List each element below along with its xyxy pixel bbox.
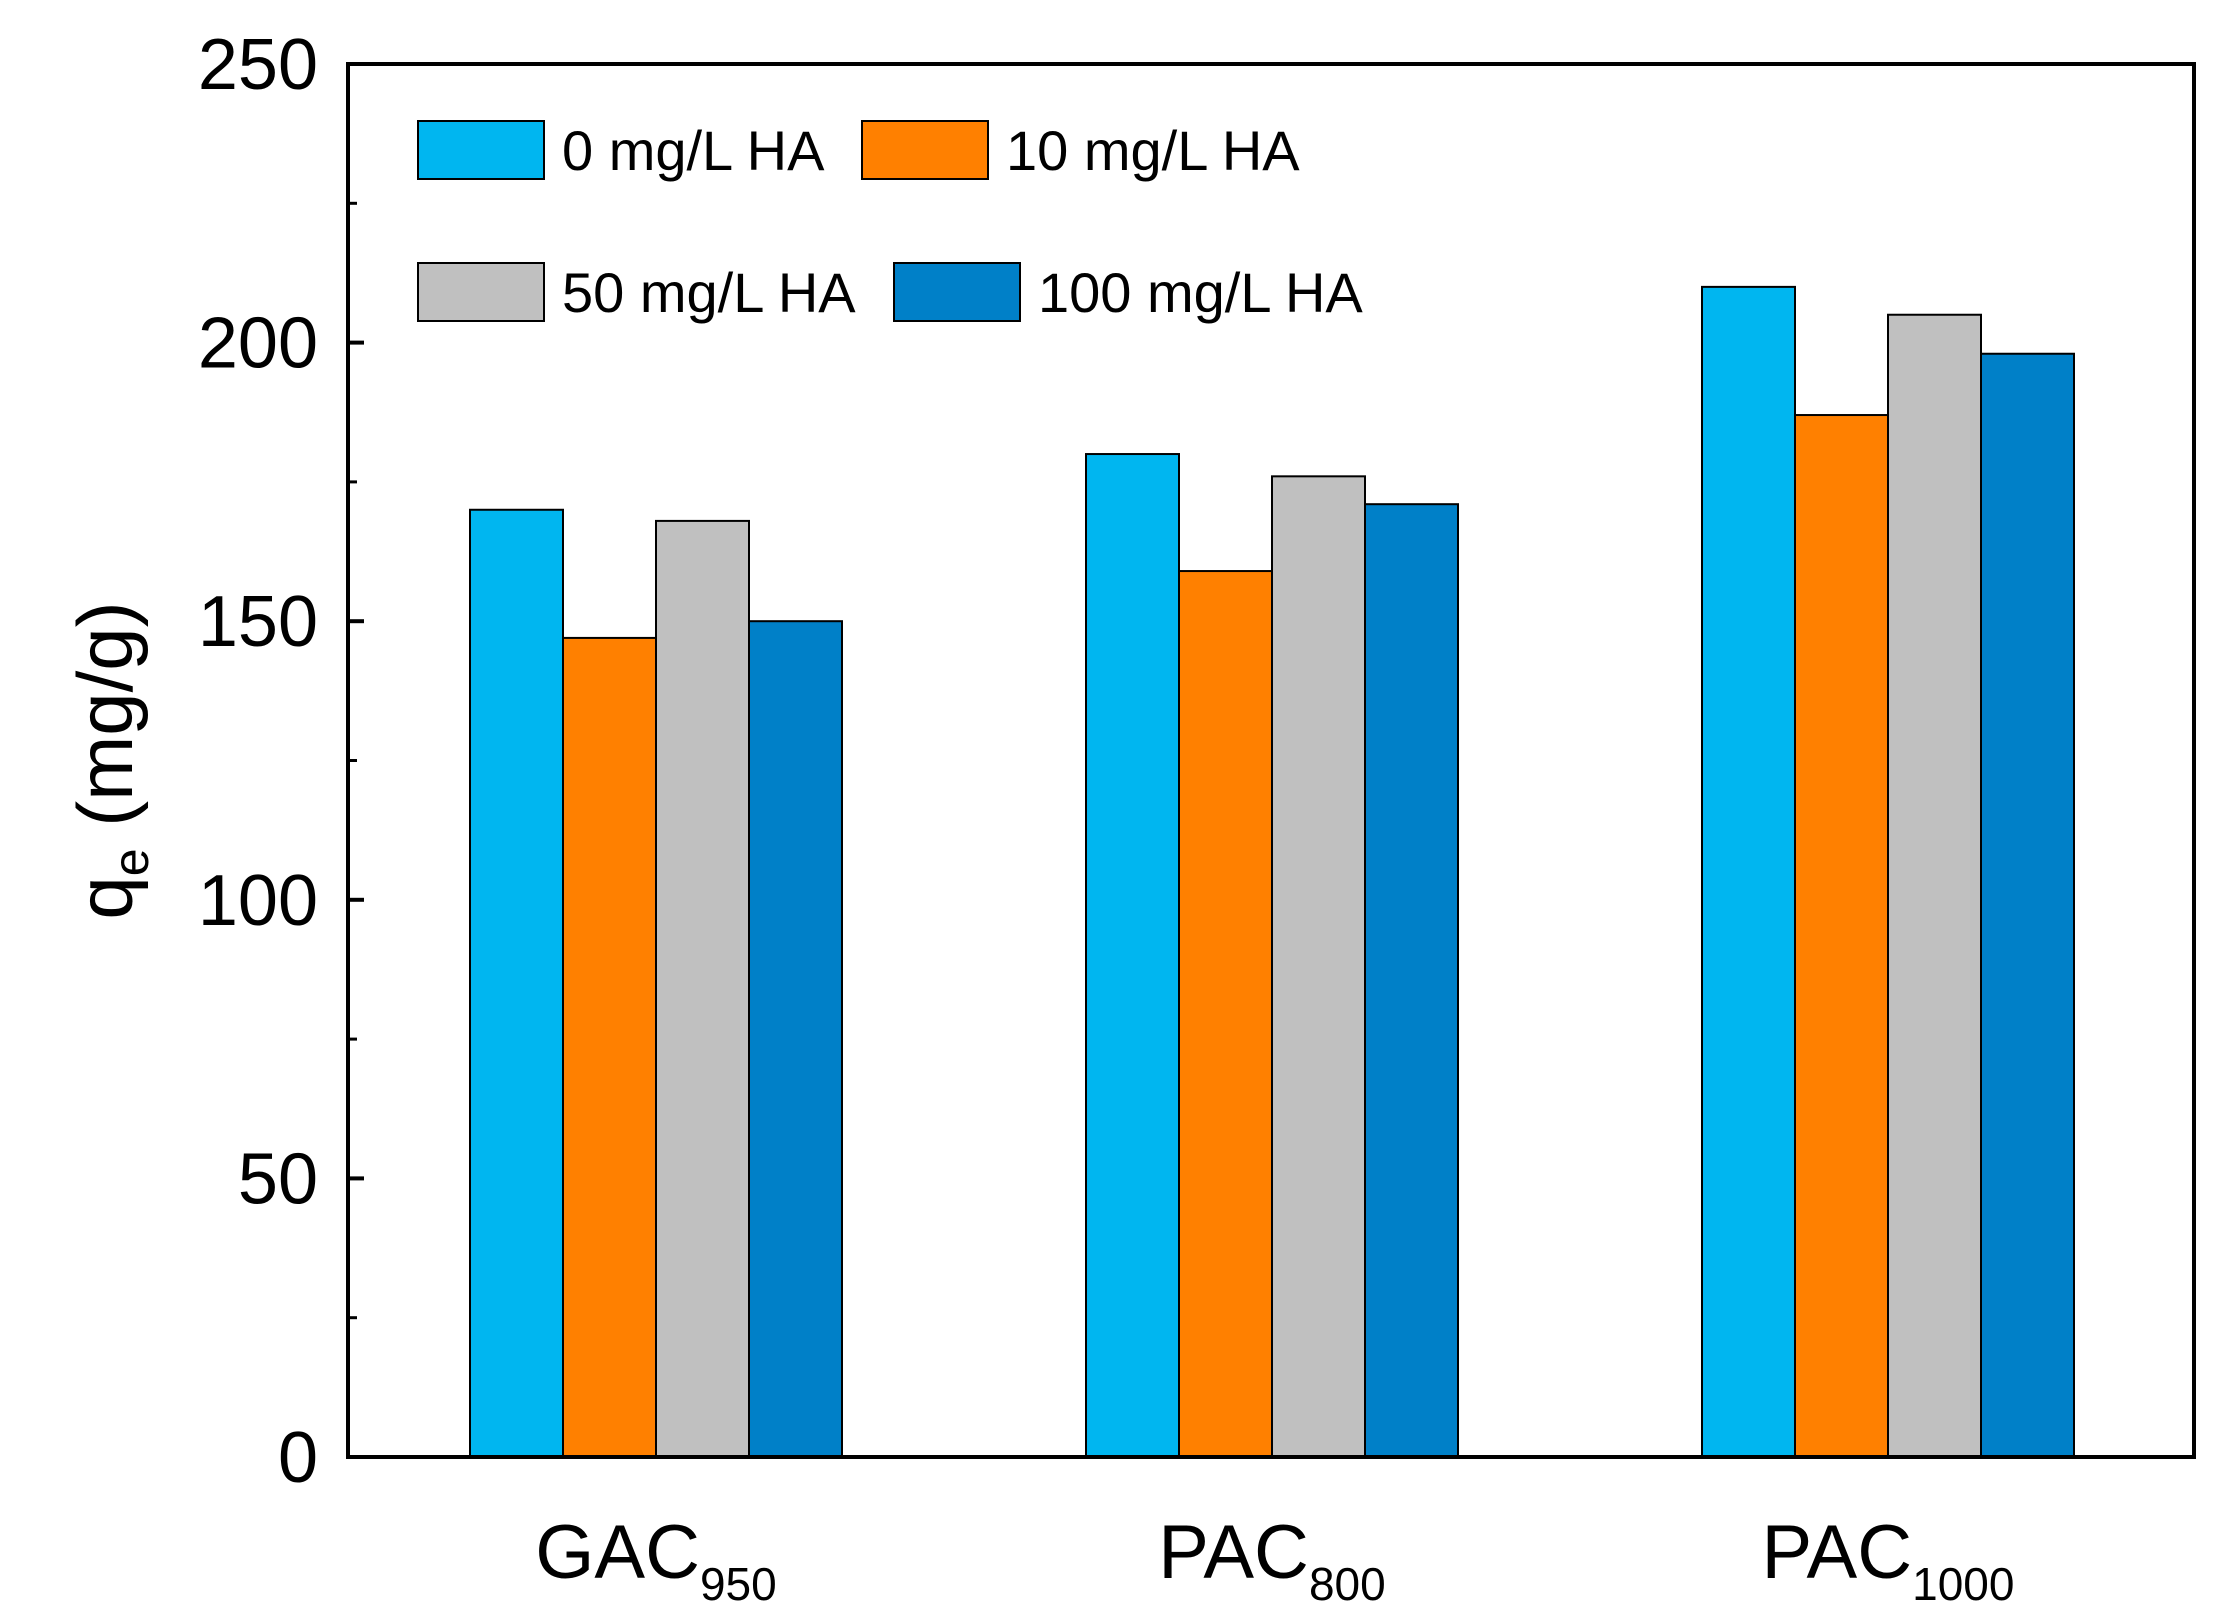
y-tick-label: 250 [198, 25, 318, 105]
legend-swatch [893, 262, 1021, 322]
y-tick-label: 150 [198, 582, 318, 662]
y-axis-ticks: 0 50 100 150 200 250 [198, 25, 364, 1498]
bar-pac800-series-1 [1178, 570, 1273, 1458]
bar-pac1000-series-3 [1980, 352, 2075, 1458]
bar-pac800-series-2 [1271, 475, 1366, 1458]
legend-swatch [861, 120, 989, 180]
bar-pac1000-series-0 [1701, 285, 1796, 1458]
y-tick-label: 0 [278, 1418, 318, 1498]
bar-pac1000-series-2 [1887, 313, 1982, 1458]
x-tick-label: GAC950 [535, 1510, 776, 1610]
bar-gac950-series-0 [469, 508, 564, 1458]
x-tick-label: PAC800 [1158, 1510, 1385, 1610]
legend-label: 0 mg/L HA [562, 119, 825, 182]
legend-swatch [417, 262, 545, 322]
bar-gac950-series-1 [562, 636, 657, 1458]
legend-label: 100 mg/L HA [1038, 261, 1363, 324]
legend-label: 50 mg/L HA [562, 261, 856, 324]
x-axis-labels: GAC950 PAC800 PAC1000 [535, 1510, 2014, 1610]
legend: 0 mg/L HA 10 mg/L HA 50 mg/L HA 100 mg/L HA [417, 119, 1363, 324]
y-tick-label: 50 [238, 1139, 318, 1219]
bar-gac950-series-3 [748, 620, 843, 1458]
y-axis-title: qe (mg/g) [61, 601, 159, 919]
y-tick-label: 200 [198, 304, 318, 384]
legend-label: 10 mg/L HA [1006, 119, 1300, 182]
bars-layer [469, 285, 2075, 1459]
bar-pac1000-series-1 [1794, 414, 1889, 1458]
bar-pac800-series-0 [1085, 453, 1180, 1459]
y-tick-label: 100 [198, 861, 318, 941]
bar-pac800-series-3 [1364, 503, 1459, 1458]
legend-swatch [417, 120, 545, 180]
x-tick-label: PAC1000 [1762, 1510, 2015, 1610]
bar-gac950-series-2 [655, 519, 750, 1458]
